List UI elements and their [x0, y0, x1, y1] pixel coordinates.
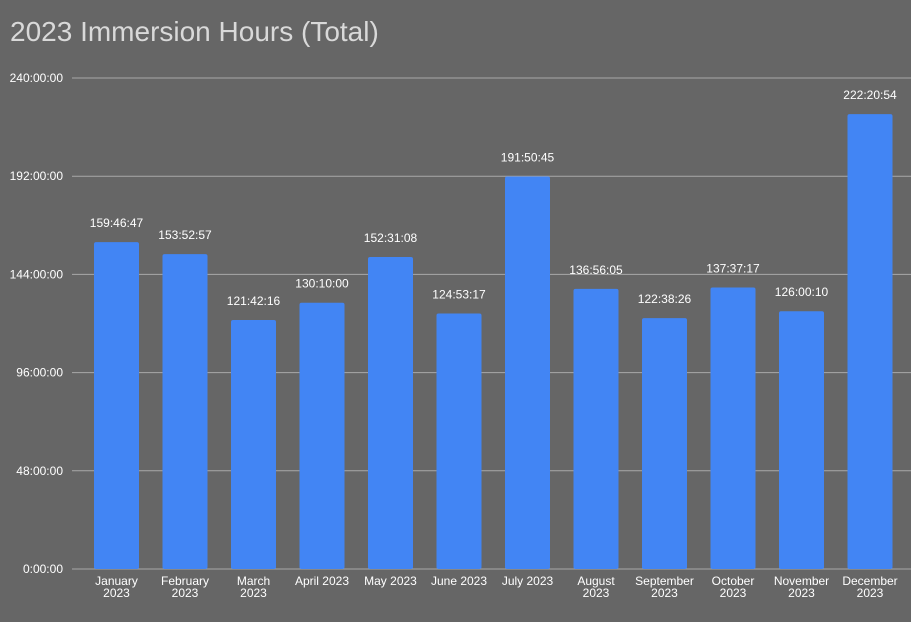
data-label: 159:46:47 [90, 216, 144, 230]
x-tick-label: January 2023 [95, 574, 138, 600]
y-tick-label: 0:00:00 [23, 562, 63, 576]
x-tick-label: June 2023 [431, 574, 487, 588]
data-label: 137:37:17 [706, 261, 760, 275]
x-tick-label: September 2023 [635, 574, 694, 600]
x-tick-label: February 2023 [161, 574, 209, 600]
y-tick-label: 144:00:00 [10, 267, 64, 281]
x-tick-label: December 2023 [842, 574, 897, 600]
y-tick-label: 240:00:00 [10, 71, 64, 85]
bar [505, 176, 550, 570]
bars [94, 114, 893, 570]
data-label: 126:00:10 [775, 285, 829, 299]
y-tick-label: 48:00:00 [16, 464, 63, 478]
bar [847, 114, 893, 569]
bar [710, 287, 756, 569]
data-label: 130:10:00 [295, 277, 349, 291]
data-label: 136:56:05 [569, 263, 623, 277]
data-label: 121:42:16 [227, 294, 281, 308]
bar [573, 288, 619, 569]
data-label: 153:52:57 [158, 228, 212, 242]
y-tick-label: 96:00:00 [16, 366, 63, 380]
data-label: 122:38:26 [638, 292, 692, 306]
chart-title: 2023 Immersion Hours (Total) [10, 16, 379, 47]
data-label: 191:50:45 [501, 151, 555, 165]
bar [436, 313, 482, 569]
x-tick-label: October 2023 [712, 574, 755, 600]
x-tick-label: May 2023 [364, 574, 417, 588]
bar [642, 318, 687, 569]
bar [368, 256, 413, 569]
x-tick-label: March 2023 [237, 574, 270, 600]
gridlines [72, 77, 911, 570]
bar [299, 302, 345, 569]
data-label: 152:31:08 [364, 231, 418, 245]
x-axis-ticks: January 2023 February 2023 March 2023 April 20… [95, 574, 898, 600]
x-tick-label: July 2023 [502, 574, 554, 588]
bar [231, 320, 276, 569]
x-tick-label: August 2023 [577, 574, 615, 600]
data-labels: 159:46:47 153:52:57 121:42:16 130:10:00 152:… [90, 88, 897, 308]
bar [94, 242, 139, 570]
y-tick-label: 192:00:00 [10, 169, 64, 183]
bar [162, 254, 208, 569]
x-tick-label: November 2023 [774, 574, 829, 600]
data-label: 124:53:17 [432, 287, 486, 301]
bar [779, 311, 824, 569]
y-axis-ticks: 0:00:00 48:00:00 96:00:00 144:00:00 192:00:0… [10, 71, 64, 576]
x-tick-label: April 2023 [295, 574, 349, 588]
data-label: 222:20:54 [843, 88, 897, 102]
